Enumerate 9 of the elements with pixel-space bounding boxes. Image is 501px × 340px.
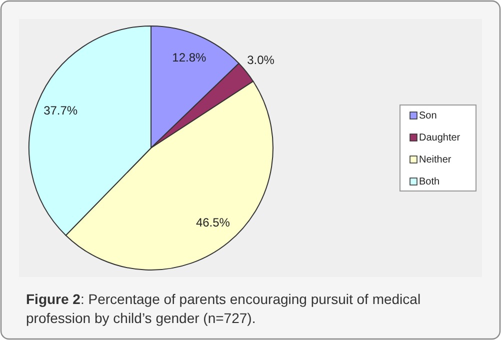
- legend-label: Daughter: [419, 132, 461, 144]
- legend-label: Son: [419, 110, 437, 122]
- data-label: 12.8%: [172, 50, 207, 64]
- caption: Figure 2: Percentage of parents encouraging pursuit of medical profession by child’s gender (n=727).: [26, 291, 421, 326]
- legend-label: Both: [419, 176, 440, 188]
- data-label: 37.7%: [44, 103, 78, 118]
- data-label: 46.5%: [196, 216, 230, 230]
- data-label: 3.0%: [247, 52, 275, 67]
- legend-label: Neither: [419, 154, 452, 166]
